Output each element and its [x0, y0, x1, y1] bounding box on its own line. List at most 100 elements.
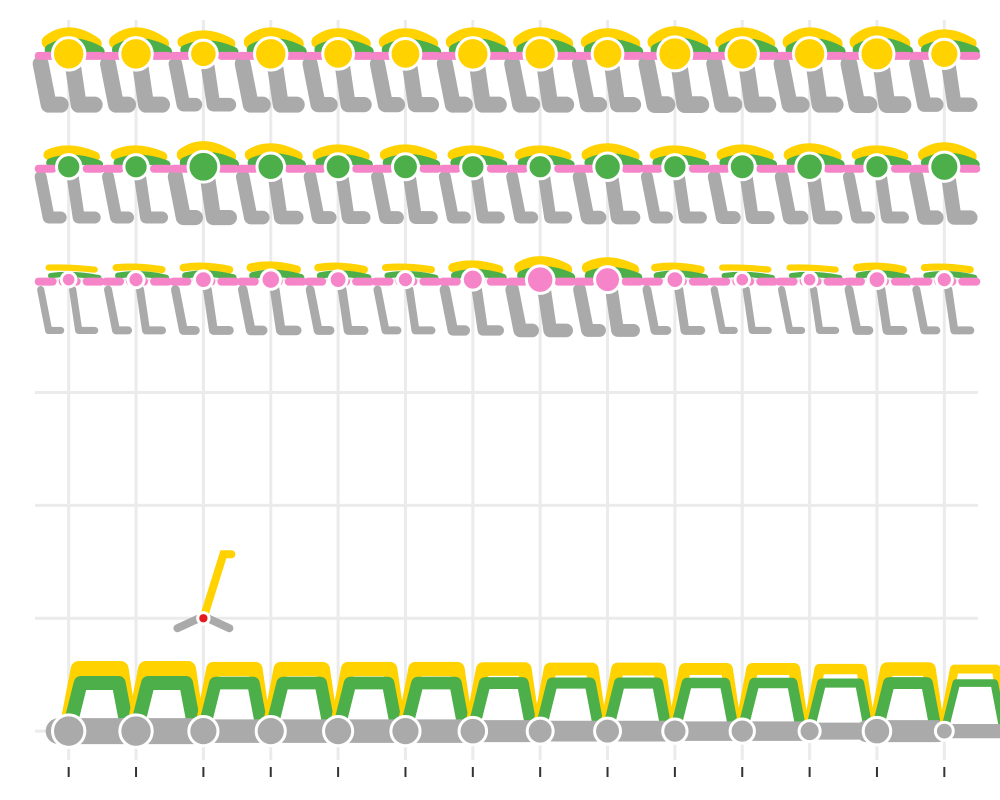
glyph-arch [340, 683, 396, 725]
glyph-leg [512, 64, 532, 105]
glyph-arch [677, 683, 733, 725]
glyph-leg [948, 64, 970, 105]
data-point-gray [863, 717, 891, 745]
glyph-leg [881, 290, 903, 331]
data-point-pink [329, 271, 347, 289]
data-point-yellow [726, 38, 758, 70]
glyph-leg [175, 177, 195, 218]
data-point-gray [730, 719, 754, 743]
glyph-leg [580, 177, 600, 218]
glyph-leg [207, 290, 229, 331]
glyph-arch [744, 683, 800, 725]
glyph-leg [814, 177, 836, 218]
glyph-leg [544, 290, 566, 331]
data-point-green [393, 154, 419, 180]
glyph-arc [116, 267, 162, 270]
glyph-leg [849, 64, 869, 105]
glyph-leg [647, 290, 667, 331]
glyph-leg [647, 64, 667, 105]
data-point-green [729, 154, 755, 180]
data-point-red [198, 613, 209, 624]
glyph-leg [243, 290, 263, 331]
data-point-pink [802, 272, 817, 287]
glyph-leg [243, 177, 263, 218]
glyph-leg [445, 290, 465, 331]
glyph-leg [377, 177, 397, 218]
glyph-leg [275, 290, 297, 331]
data-point-green [663, 155, 687, 179]
data-point-gray [799, 721, 820, 742]
glyph-leg [140, 177, 162, 218]
glyph-arc [183, 266, 229, 269]
glyph-leg [647, 177, 667, 218]
glyph-leg [377, 64, 397, 105]
glyph-leg [580, 290, 600, 331]
glyph-leg [612, 177, 634, 218]
glyph-decorations [39, 34, 1000, 731]
glyph-leg [445, 177, 465, 218]
glyph-leg [41, 64, 61, 105]
glyph-leg [108, 177, 128, 218]
glyph-leg [243, 64, 263, 105]
glyph-leg [445, 64, 465, 105]
glyph-stem [203, 554, 231, 618]
data-point-gray [120, 715, 152, 747]
glyph-leg [342, 177, 364, 218]
data-point-pink [61, 272, 76, 287]
data-point-pink [526, 266, 554, 294]
glyph-leg [175, 64, 195, 105]
glyph-arch [879, 683, 935, 725]
glyph-leg [580, 64, 600, 105]
data-point-pink [666, 271, 684, 289]
glyph-leg [814, 290, 836, 331]
glyph-leg [679, 290, 701, 331]
glyph-leg [948, 290, 970, 331]
glyph-arc [924, 267, 970, 270]
glyph-leg [207, 64, 229, 105]
data-point-pink [261, 270, 280, 289]
data-point-pink [936, 272, 952, 288]
glyph-arch [273, 683, 329, 725]
glyph-leg [881, 177, 903, 218]
data-point-green [57, 155, 81, 179]
data-point-green [796, 153, 824, 181]
data-point-yellow [860, 37, 894, 71]
glyph-leg [714, 290, 734, 331]
glyph-leg [477, 177, 499, 218]
data-point-pink [595, 267, 621, 293]
glyph-leg [714, 64, 734, 105]
glyph-arc [857, 266, 903, 269]
data-point-yellow [524, 38, 556, 70]
glyph-leg [782, 290, 802, 331]
data-point-yellow [255, 38, 287, 70]
data-point-gray [663, 719, 687, 743]
glyph-leg [275, 177, 297, 218]
glyph-arch [205, 683, 261, 725]
glyph-leg [746, 177, 768, 218]
data-point-pink [194, 271, 212, 289]
glyph-arch [542, 683, 598, 725]
glyph-leg [849, 177, 869, 218]
glyph-arch [946, 683, 1000, 725]
data-point-green [188, 151, 219, 182]
glyph-leg [41, 177, 61, 218]
data-point-pink [128, 272, 144, 288]
glyph-leg [916, 290, 936, 331]
glyph-leg [310, 177, 330, 218]
glyph-arch [812, 683, 868, 725]
data-point-green [325, 154, 351, 180]
glyph-arch [610, 683, 666, 725]
glyph-leg [544, 177, 566, 218]
glyph-leg [41, 290, 61, 331]
glyph-leg [849, 290, 869, 331]
glyph-leg [342, 290, 364, 331]
glyph-leg [409, 177, 431, 218]
x-axis-ticks [69, 767, 945, 777]
glyph-leg [175, 290, 195, 331]
glyph-leg [377, 290, 397, 331]
glyph-leg [948, 177, 970, 218]
glyph-leg [409, 290, 431, 331]
glyph-leg [746, 290, 768, 331]
data-point-yellow [323, 38, 354, 69]
